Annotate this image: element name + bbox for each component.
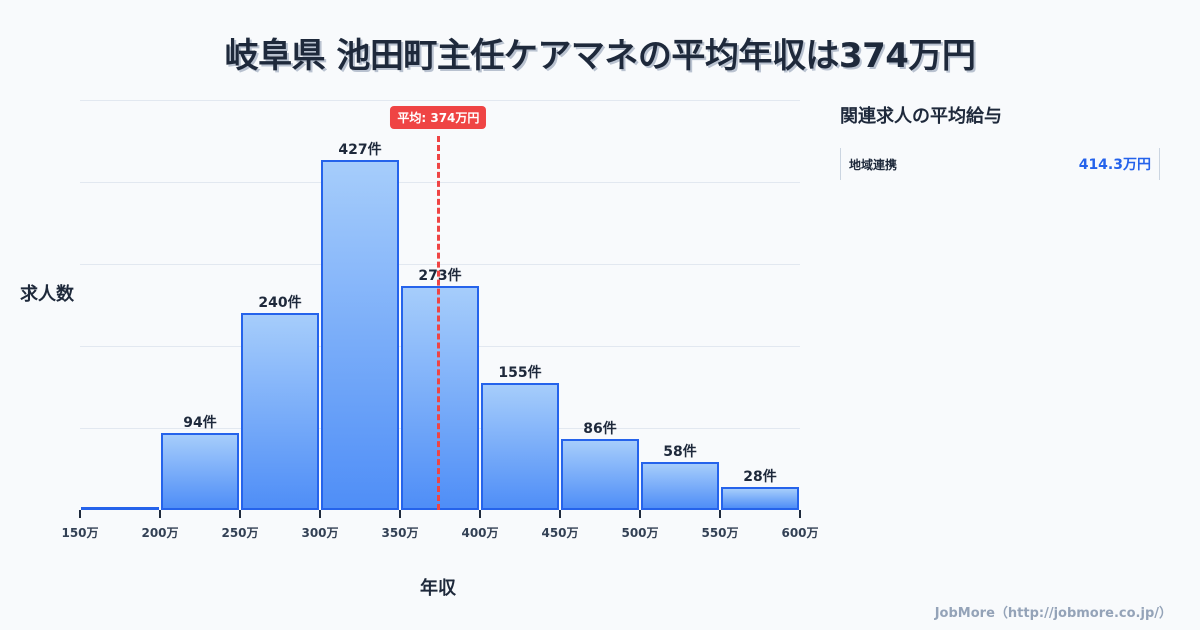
chart-title: 岐阜県 池田町主任ケアマネの平均年収は374万円 <box>224 36 976 76</box>
histogram-bar <box>481 382 559 510</box>
x-tick-label: 450万 <box>541 526 579 540</box>
x-tick <box>319 510 321 518</box>
x-tick-label: 550万 <box>701 526 739 540</box>
x-tick <box>719 510 721 518</box>
x-tick-label: 300万 <box>301 526 339 540</box>
footer-credit: JobMore（http://jobmore.co.jp/） <box>934 606 1172 621</box>
related-salary-title: 関連求人の平均給与 <box>840 106 1002 127</box>
x-tick-label: 200万 <box>141 526 179 540</box>
bar-value-label: 273件 <box>418 268 462 285</box>
histogram-plot-area: 94件 240件 427件 273件 155件 86件 58件 28件 150万 200万 250万… <box>61 100 819 540</box>
related-job-salary: 414.3万円 <box>1078 157 1151 173</box>
mean-line <box>436 136 440 510</box>
bar-value-label: 94件 <box>183 414 217 431</box>
histogram-bar <box>641 462 719 510</box>
histogram-bar <box>721 487 799 510</box>
related-salary-panel: 関連求人の平均給与 地域連携 414.3万円 <box>840 102 1160 180</box>
x-tick-label: 400万 <box>461 526 499 540</box>
bar-value-label: 86件 <box>583 421 617 438</box>
histogram-bar <box>321 159 399 510</box>
mean-badge: 平均: 374万円 <box>390 106 487 129</box>
bar-value-label: 155件 <box>498 364 542 381</box>
y-gridline <box>80 100 800 101</box>
y-gridline <box>80 264 800 265</box>
x-tick-label: 150万 <box>61 526 99 540</box>
x-tick-label: 250万 <box>221 526 259 540</box>
x-tick-label: 350万 <box>381 526 419 540</box>
y-gridline <box>80 182 800 183</box>
x-tick <box>479 510 481 518</box>
x-tick <box>239 510 241 518</box>
x-tick <box>639 510 641 518</box>
bar-value-label: 28件 <box>743 469 777 486</box>
x-tick-label: 600万 <box>781 526 819 540</box>
related-job-label: 地域連携 <box>849 158 898 172</box>
histogram-bar <box>241 313 319 510</box>
x-tick <box>159 510 161 518</box>
histogram-bar <box>81 507 159 510</box>
x-tick <box>399 510 401 518</box>
bar-value-label: 240件 <box>258 295 302 312</box>
bar-value-label: 427件 <box>338 141 382 158</box>
x-tick-label: 500万 <box>621 526 659 540</box>
y-axis-label: 求人数 <box>20 284 74 305</box>
x-tick <box>559 510 561 518</box>
bar-value-label: 58件 <box>663 444 697 461</box>
x-tick <box>799 510 801 518</box>
histogram-bar <box>401 286 479 510</box>
histogram-bar <box>561 439 639 510</box>
x-tick <box>79 510 81 518</box>
x-axis-label: 年収 <box>420 578 456 599</box>
histogram-bar <box>161 432 239 510</box>
related-salary-row: 地域連携 414.3万円 <box>840 148 1160 180</box>
